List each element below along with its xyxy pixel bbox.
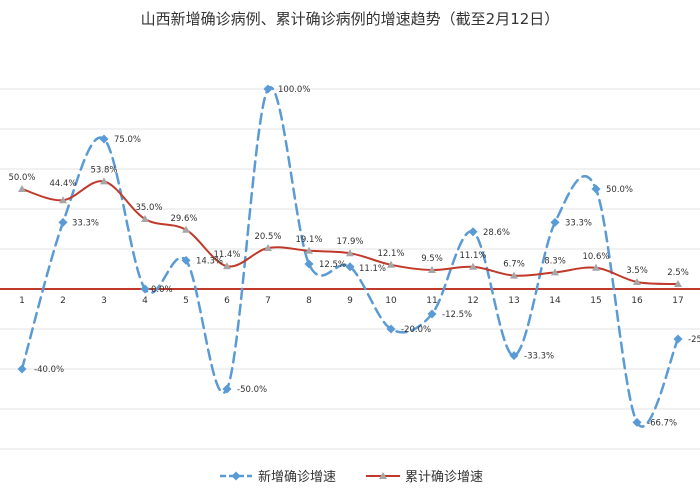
x-axis: 1 2 3 4 5 6 7 8 9 10 11 12 13 14 15 16 17 [19, 296, 684, 306]
legend: 新增确诊增速 累计确诊增速 [220, 469, 483, 485]
x-tick-label: 17 [672, 296, 683, 306]
x-tick-label: 5 [183, 296, 189, 306]
data-point-new-cases [58, 217, 68, 227]
data-point-cumulative [428, 266, 436, 273]
data-label-new-cases: -20.0% [401, 325, 431, 335]
data-label-cumulative: 6.7% [503, 260, 525, 270]
legend-marker-new-cases [231, 471, 241, 481]
data-label-cumulative: 20.5% [254, 232, 281, 242]
data-label-cumulative: 12.1% [377, 249, 404, 259]
data-label-cumulative: 50.0% [8, 173, 35, 183]
data-point-new-cases [304, 259, 314, 269]
data-point-cumulative [18, 185, 26, 192]
data-point-cumulative [223, 262, 231, 270]
data-point-new-cases [140, 284, 150, 294]
data-label-cumulative: 53.8% [90, 165, 117, 175]
data-point-cumulative [264, 244, 272, 251]
data-point-cumulative [551, 268, 559, 276]
x-tick-label: 15 [590, 296, 601, 306]
x-tick-label: 9 [347, 296, 353, 306]
data-label-cumulative: 8.3% [544, 256, 566, 266]
data-label-cumulative: 11.4% [213, 250, 240, 260]
legend-label-new-cases: 新增确诊增速 [258, 469, 336, 485]
data-label-cumulative: 10.6% [582, 252, 609, 262]
x-tick-label: 6 [224, 296, 230, 306]
data-label-cumulative: 11.1% [459, 251, 486, 261]
data-label-new-cases: -66.7% [647, 418, 677, 428]
data-point-cumulative [674, 280, 682, 287]
x-tick-label: 1 [19, 296, 25, 306]
data-point-cumulative [182, 225, 190, 233]
data-point-cumulative [469, 262, 477, 270]
data-point-cumulative [346, 249, 354, 257]
data-point-new-cases [468, 227, 478, 237]
data-point-new-cases [550, 217, 560, 227]
data-point-new-cases [673, 334, 683, 344]
data-label-new-cases: 33.3% [565, 218, 592, 228]
series-line-new-cases [20, 85, 680, 428]
x-tick-label: 2 [60, 296, 66, 306]
data-point-new-cases [99, 134, 109, 144]
data-point-new-cases [632, 417, 642, 427]
data-point-cumulative [510, 271, 518, 279]
data-point-new-cases [181, 255, 191, 265]
data-point-cumulative [59, 196, 67, 204]
data-label-new-cases: -40.0% [34, 365, 64, 375]
data-label-new-cases: 75.0% [114, 135, 141, 145]
x-tick-label: 11 [426, 296, 437, 306]
x-tick-label: 8 [306, 296, 312, 306]
x-tick-label: 3 [101, 296, 107, 306]
data-label-new-cases: 28.6% [483, 228, 510, 238]
x-tick-label: 10 [385, 296, 397, 306]
data-point-cumulative [592, 263, 600, 271]
data-label-new-cases: -25 [688, 335, 700, 345]
data-point-cumulative [141, 215, 149, 222]
data-label-new-cases: 14.3% [196, 256, 223, 266]
gridlines [0, 88, 700, 450]
x-tick-label: 16 [631, 296, 643, 306]
data-label-new-cases: -50.0% [237, 385, 267, 395]
data-label-cumulative: 17.9% [336, 237, 363, 247]
data-label-new-cases: -33.3% [524, 352, 554, 362]
x-tick-label: 7 [265, 296, 271, 306]
chart-title: 山西新增确诊病例、累计确诊病例的增速趋势（截至2月12日） [141, 10, 560, 28]
data-label-cumulative: 29.6% [170, 214, 197, 224]
data-point-new-cases [222, 384, 232, 394]
data-label-new-cases: 11.1% [359, 264, 386, 274]
x-tick-label: 12 [467, 296, 478, 306]
data-point-cumulative [100, 177, 108, 185]
data-point-new-cases [17, 364, 27, 374]
data-label-new-cases: 0.0% [151, 285, 173, 295]
data-point-new-cases [591, 184, 601, 194]
data-label-cumulative: 19.1% [295, 235, 322, 245]
data-label-new-cases: 33.3% [72, 218, 99, 228]
data-label-cumulative: 2.5% [667, 268, 689, 278]
data-label-cumulative: 3.5% [626, 266, 648, 276]
legend-marker-cumulative [379, 472, 387, 479]
data-label-new-cases: 50.0% [606, 185, 633, 195]
data-point-new-cases [263, 84, 273, 94]
x-tick-label: 14 [549, 296, 561, 306]
data-label-cumulative: 44.4% [49, 179, 76, 189]
data-point-cumulative [387, 260, 395, 268]
data-label-new-cases: 100.0% [278, 85, 310, 95]
x-tick-label: 13 [508, 296, 519, 306]
legend-label-cumulative: 累计确诊增速 [405, 470, 483, 485]
data-label-cumulative: 9.5% [421, 254, 443, 264]
data-point-cumulative [633, 278, 641, 285]
data-labels: -40.0%33.3%75.0%0.0%14.3%-50.0%100.0%12.… [8, 85, 700, 428]
data-label-new-cases: -12.5% [442, 310, 472, 320]
x-tick-label: 4 [142, 296, 148, 306]
data-label-new-cases: 12.5% [319, 260, 346, 270]
data-label-cumulative: 35.0% [135, 203, 162, 213]
data-point-cumulative [305, 246, 313, 254]
